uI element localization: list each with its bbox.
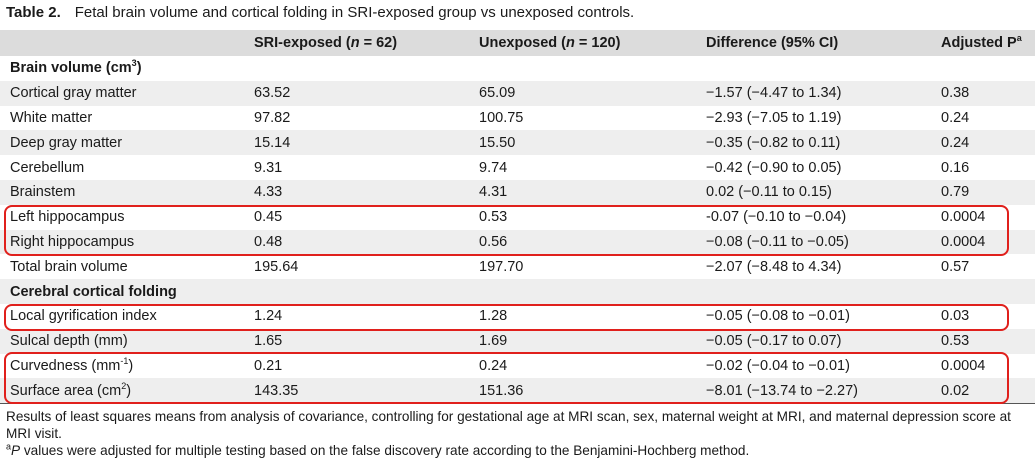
table-row: Curvedness (mm-1) 0.21 0.24 −0.02 (−0.04… [0, 354, 1035, 379]
cell-unexposed: 1.28 [479, 308, 508, 325]
cell-sri: 1.24 [254, 308, 283, 325]
cell-measure: Right hippocampus [10, 233, 135, 250]
cell-p: 0.03 [941, 308, 970, 325]
cell-unexposed: 100.75 [479, 109, 524, 126]
table-footnotes: Results of least squares means from anal… [6, 408, 1031, 459]
cell-difference: −2.07 (−8.48 to 4.34) [706, 258, 842, 275]
table-row: Cerebellum 9.31 9.74 −0.42 (−0.90 to 0.0… [0, 155, 1035, 180]
cell-p: 0.0004 [941, 357, 986, 374]
header-unexposed: Unexposed (n = 120) [479, 35, 621, 51]
table-caption: Table 2. Fetal brain volume and cortical … [6, 3, 634, 23]
cell-unexposed: 151.36 [469, 378, 696, 404]
cell-sri: 4.33 [254, 184, 283, 201]
header-sri-exposed: SRI-exposed (n = 62) [254, 35, 398, 51]
cell-measure: Cerebellum [10, 159, 85, 176]
cell-measure: White matter [10, 109, 93, 126]
cell-sri: 143.35 [244, 378, 469, 404]
cell-measure: Left hippocampus [10, 209, 125, 226]
cell-p: 0.57 [941, 258, 970, 275]
header-row: SRI-exposed (n = 62) Unexposed (n = 120)… [0, 30, 1035, 56]
section-brain-volume: Brain volume (cm3) [0, 56, 1035, 81]
cell-unexposed: 1.69 [479, 333, 508, 350]
cell-sri: 0.45 [254, 209, 283, 226]
cell-unexposed: 0.56 [479, 233, 508, 250]
cell-p: 0.24 [941, 134, 970, 151]
section-cortical-folding: Cerebral cortical folding [0, 279, 1035, 304]
cell-sri: 0.48 [254, 233, 283, 250]
cell-measure: Cortical gray matter [10, 85, 137, 102]
table-row: Left hippocampus 0.45 0.53 -0.07 (−0.10 … [0, 205, 1035, 230]
cell-difference: −0.02 (−0.04 to −0.01) [706, 357, 850, 374]
footnote-p-adjustment: aP values were adjusted for multiple tes… [6, 441, 750, 458]
cell-unexposed: 4.31 [479, 184, 508, 201]
cell-unexposed: 197.70 [479, 258, 524, 275]
cell-p: 0.53 [941, 333, 970, 350]
table-row: Cortical gray matter 63.52 65.09 −1.57 (… [0, 80, 1035, 106]
cell-p: 0.79 [941, 184, 970, 201]
cell-unexposed: 9.74 [479, 159, 508, 176]
cell-p: 0.16 [941, 159, 970, 176]
table-container: SRI-exposed (n = 62) Unexposed (n = 120)… [0, 30, 1035, 404]
table-row: Surface area (cm2) 143.35 151.36 −8.01 (… [0, 378, 1035, 404]
cell-p: 0.0004 [941, 209, 986, 226]
cell-sri: 97.82 [254, 109, 291, 126]
cell-difference: −0.35 (−0.82 to 0.11) [706, 134, 841, 151]
table-row: White matter 97.82 100.75 −2.93 (−7.05 t… [0, 106, 1035, 131]
header-difference: Difference (95% CI) [706, 35, 839, 51]
cell-measure: Sulcal depth (mm) [10, 333, 128, 350]
cell-difference: 0.02 (−0.11 to 0.15) [706, 184, 832, 201]
cell-unexposed: 0.24 [479, 357, 508, 374]
table-row: Total brain volume 195.64 197.70 −2.07 (… [0, 254, 1035, 279]
cell-measure: Brainstem [10, 184, 76, 201]
cell-p: 0.38 [941, 85, 970, 102]
cell-sri: 63.52 [254, 85, 291, 102]
cell-sri: 195.64 [254, 258, 299, 275]
cell-measure: Deep gray matter [10, 134, 123, 151]
cell-difference: −8.01 (−13.74 to −2.27) [696, 378, 931, 404]
section-label: Brain volume (cm3) [10, 58, 142, 77]
cell-difference: −0.42 (−0.90 to 0.05) [706, 159, 842, 176]
table-label: Table 2. [6, 4, 61, 21]
cell-difference: −1.57 (−4.47 to 1.34) [706, 85, 842, 102]
cell-measure: Local gyrification index [10, 308, 157, 325]
cell-difference: −0.08 (−0.11 to −0.05) [706, 233, 849, 250]
table-row: Right hippocampus 0.48 0.56 −0.08 (−0.11… [0, 229, 1035, 255]
cell-p: 0.24 [941, 109, 970, 126]
cell-difference: -0.07 (−0.10 to −0.04) [706, 209, 847, 226]
cell-difference: −0.05 (−0.08 to −0.01) [706, 308, 850, 325]
table-row: Brainstem 4.33 4.31 0.02 (−0.11 to 0.15)… [0, 179, 1035, 205]
cell-unexposed: 15.50 [479, 134, 516, 151]
cell-measure: Total brain volume [10, 258, 128, 275]
cell-sri: 1.65 [254, 333, 283, 350]
header-adjusted-p: Adjusted Pa [941, 33, 1022, 51]
cell-p: 0.02 [931, 378, 1035, 404]
table-row: Sulcal depth (mm) 1.65 1.69 −0.05 (−0.17… [0, 328, 1035, 354]
cell-measure: Surface area (cm2) [0, 378, 244, 404]
section-label: Cerebral cortical folding [10, 283, 177, 300]
cell-sri: 9.31 [254, 159, 283, 176]
results-table: SRI-exposed (n = 62) Unexposed (n = 120)… [0, 30, 1035, 404]
cell-measure: Curvedness (mm-1) [10, 356, 134, 374]
footnote-methods: Results of least squares means from anal… [6, 409, 1011, 441]
table-row: Deep gray matter 15.14 15.50 −0.35 (−0.8… [0, 130, 1035, 156]
header-measure [0, 30, 244, 56]
cell-sri: 0.21 [254, 357, 283, 374]
cell-unexposed: 0.53 [479, 209, 508, 226]
cell-unexposed: 65.09 [479, 85, 516, 102]
cell-difference: −0.05 (−0.17 to 0.07) [706, 333, 842, 350]
cell-difference: −2.93 (−7.05 to 1.19) [706, 109, 842, 126]
table-title: Fetal brain volume and cortical folding … [74, 4, 635, 21]
cell-p: 0.0004 [941, 233, 986, 250]
table-row: Local gyrification index 1.24 1.28 −0.05… [0, 304, 1035, 329]
cell-sri: 15.14 [254, 134, 291, 151]
